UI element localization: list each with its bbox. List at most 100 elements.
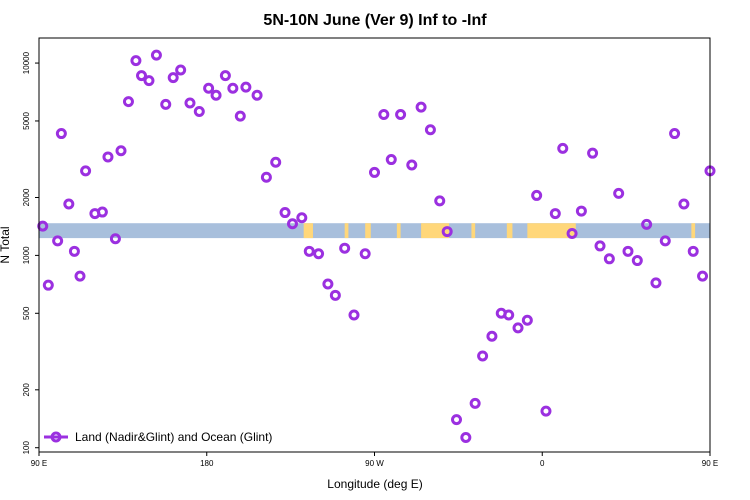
data-point: [339, 242, 351, 254]
data-point: [184, 97, 196, 109]
data-point: [167, 72, 179, 84]
y-tick-label: 2000: [22, 188, 31, 206]
land-segment: [421, 223, 450, 239]
x-tick-label: 90 E: [31, 459, 47, 468]
data-point: [557, 142, 569, 154]
data-point: [286, 218, 298, 230]
data-point: [369, 166, 380, 178]
data-point: [549, 208, 561, 220]
data-point: [227, 82, 239, 94]
legend-marker: [50, 431, 62, 443]
data-point: [203, 82, 215, 94]
data-point: [594, 240, 606, 252]
data-point: [503, 309, 515, 321]
x-tick-label: 0: [540, 459, 545, 468]
data-point: [650, 277, 662, 289]
data-point: [687, 245, 699, 257]
land-segment: [344, 223, 349, 239]
data-point: [296, 212, 308, 224]
data-point: [219, 70, 231, 82]
land-segment: [396, 223, 401, 239]
data-point: [52, 235, 64, 247]
y-tick-label: 500: [22, 306, 31, 320]
data-point: [575, 205, 587, 217]
data-point: [234, 110, 246, 122]
data-point: [109, 233, 121, 245]
data-point: [136, 70, 148, 82]
y-tick-label: 5000: [22, 112, 31, 130]
land-segment: [471, 223, 476, 239]
data-point: [587, 147, 599, 159]
data-point: [160, 98, 172, 110]
x-tick-label: 180: [200, 459, 214, 468]
data-point: [415, 101, 427, 113]
data-point: [251, 89, 263, 101]
legend-label: Land (Nadir&Glint) and Ocean (Glint): [75, 430, 272, 444]
data-point: [122, 96, 134, 108]
data-point: [566, 227, 578, 239]
data-point: [451, 414, 463, 426]
data-point: [424, 124, 436, 136]
x-tick-label: 90 W: [365, 459, 384, 468]
land-segment: [527, 223, 576, 239]
data-point: [395, 109, 407, 121]
land-segment: [365, 223, 371, 239]
data-point: [521, 314, 533, 326]
data-point: [279, 207, 291, 219]
data-point: [150, 49, 162, 61]
data-point: [603, 253, 615, 265]
data-point: [80, 165, 92, 177]
data-point: [531, 189, 543, 201]
land-segment: [691, 223, 696, 239]
x-tick-label: 90 E: [702, 459, 718, 468]
data-point: [260, 171, 272, 183]
data-point: [175, 64, 187, 76]
legend: Land (Nadir&Glint) and Ocean (Glint): [44, 430, 272, 444]
data-point: [42, 279, 54, 291]
data-point: [469, 397, 481, 409]
data-point: [678, 198, 690, 210]
data-point: [659, 235, 671, 247]
data-point: [669, 128, 681, 140]
data-point: [322, 278, 334, 290]
data-point: [210, 89, 222, 101]
y-tick-label: 10000: [22, 51, 31, 74]
data-point: [240, 81, 252, 93]
data-point: [115, 145, 127, 157]
data-point: [102, 151, 114, 163]
data-point: [631, 255, 643, 267]
data-point: [641, 218, 653, 230]
y-tick-label: 100: [22, 440, 31, 454]
data-point: [74, 270, 86, 282]
data-point: [697, 270, 709, 282]
data-point: [622, 245, 634, 257]
data-point: [96, 206, 108, 218]
data-point: [130, 55, 142, 67]
data-point: [348, 309, 360, 321]
land-segment: [506, 223, 513, 239]
data-point: [329, 289, 341, 301]
data-point: [143, 75, 155, 87]
land-segment: [303, 223, 313, 239]
data-point: [303, 245, 315, 257]
data-point: [441, 226, 453, 238]
data-point: [486, 330, 498, 342]
chart-title: 5N-10N June (Ver 9) Inf to -Inf: [263, 12, 487, 29]
data-point: [55, 128, 67, 140]
y-tick-label: 200: [22, 383, 31, 397]
x-axis-label: Longitude (deg E): [327, 477, 422, 491]
axes: 90 E 180 90 W 0 90 E100200500100020005000100…: [22, 51, 718, 468]
plot-frame: [38, 37, 711, 453]
data-point: [406, 159, 418, 171]
data-point: [477, 350, 489, 362]
data-point: [68, 245, 80, 257]
data-point: [385, 154, 397, 166]
y-axis-label: N Total: [0, 226, 12, 263]
data-point: [512, 322, 524, 334]
data-point: [63, 198, 75, 210]
plot-area: [37, 49, 716, 444]
data-point: [270, 156, 282, 168]
data-point: [434, 195, 446, 207]
data-point: [313, 248, 325, 260]
